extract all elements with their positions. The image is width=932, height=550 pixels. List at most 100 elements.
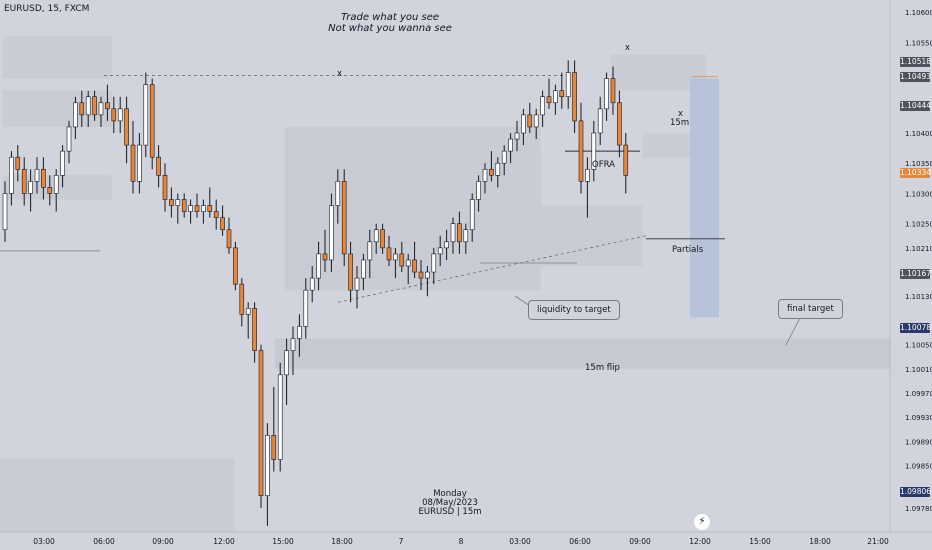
price-tick-label: 1.10250 [905,221,932,229]
bear-candle [21,168,27,194]
bear-candle [207,205,213,212]
time-tick-label: 7 [399,537,404,546]
bear-candle [130,144,136,182]
bull-candle [431,253,437,273]
price-tick-label: 1.09890 [905,438,932,446]
bull-candle [591,132,597,170]
session-symbol: EURUSD | 15m [418,507,482,517]
bull-candle [265,434,270,497]
price-tick-label: 1.10350 [905,160,932,168]
price-tick-label: 1.10600 [905,9,932,17]
quote-line-1: Trade what you see [340,12,440,23]
bull-candle [450,223,456,243]
bull-candle [98,102,104,116]
bear-candle [527,114,533,128]
time-tick-label: 15:00 [749,537,771,546]
final-target-callout[interactable]: final target [778,299,843,319]
bg-zone [502,205,643,266]
time-tick-label: 06:00 [93,537,115,546]
bull-candle [553,90,558,104]
bear-candle [623,144,629,176]
time-tick-label: 09:00 [629,537,651,546]
time-axis-panel [0,532,890,550]
bull-candle [297,326,302,339]
liquidity-callout-pointer [514,295,531,307]
price-tick-label: 1.10210 [905,245,932,253]
price-tick-label: 1.09970 [905,390,932,398]
bear-candle [156,156,161,176]
bear-candle [418,271,424,279]
bull-candle [393,253,398,261]
bull-candle [463,229,469,243]
price-tag: 1.10078 [900,322,932,333]
quote-line-2: Not what you wanna see [328,23,452,34]
time-tick-label: 12:00 [689,537,711,546]
bull-candle [482,168,488,182]
bear-candle [572,72,577,122]
bear-candle [239,283,245,315]
time-tick-label: 21:00 [867,537,889,546]
bull-candle [514,132,520,140]
x-mark-1: x [337,69,343,79]
bull-candle [66,126,72,152]
price-tick-label: 1.10300 [905,190,932,198]
bull-candle [540,96,545,116]
bull-candle [175,199,181,206]
bear-candle [226,229,232,249]
bear-candle [111,108,117,122]
price-tag: 1.09806 [900,487,932,498]
time-tick-label: 09:00 [152,537,174,546]
bear-candle [578,120,584,182]
bear-candle [15,156,21,170]
bear-candle [105,102,110,110]
bull-candle [476,181,481,200]
bull-candle [85,96,91,116]
bull-candle [565,72,571,98]
liquidity-callout[interactable]: liquidity to target [528,300,620,320]
bull-candle [277,374,283,460]
tf-15m-label: 15m [670,118,690,128]
price-tick-label: 1.10130 [905,293,932,301]
time-tick-label: 18:00 [809,537,831,546]
bull-candle [284,350,289,376]
bull-candle [361,259,366,279]
bear-candle [380,229,385,249]
bull-candle [597,108,603,134]
bull-candle [309,277,315,291]
bear-candle [489,168,494,176]
price-tick-label: 1.09780 [905,505,932,513]
time-tick-label: 03:00 [509,537,531,546]
price-tick-label: 1.10050 [905,342,932,350]
bull-candle [585,168,590,182]
bull-candle [290,338,296,351]
bull-candle [533,114,539,128]
tradingview-logo-icon[interactable]: ⚡ [694,514,710,530]
bear-candle [169,199,174,206]
bull-candle [444,241,449,249]
price-tick-label: 1.10550 [905,39,932,47]
price-tag: 1.10493 [900,71,932,82]
bull-candle [9,156,14,194]
bear-candle [92,96,97,116]
bg-zone [0,458,235,532]
bull-candle [354,277,360,291]
bull-candle [469,199,475,231]
price-tag: 1.10444 [900,101,932,112]
bull-candle [329,205,334,261]
bull-candle [303,289,309,327]
bear-candle [233,247,238,285]
flip-zone-label: 15m flip [585,363,620,373]
flip-zone [275,338,890,369]
time-tick-label: 06:00 [569,537,591,546]
bear-candle [412,259,417,273]
bear-candle [341,181,347,255]
bull-candle [521,114,526,134]
bear-candle [252,308,257,351]
bull-candle [201,205,206,212]
bg-zone [3,36,112,79]
bull-candle [501,150,507,164]
session-date: 08/May/2023 [422,498,478,508]
symbol-title[interactable]: EURUSD, 15, FXCM [4,4,90,14]
bear-candle [348,253,353,291]
